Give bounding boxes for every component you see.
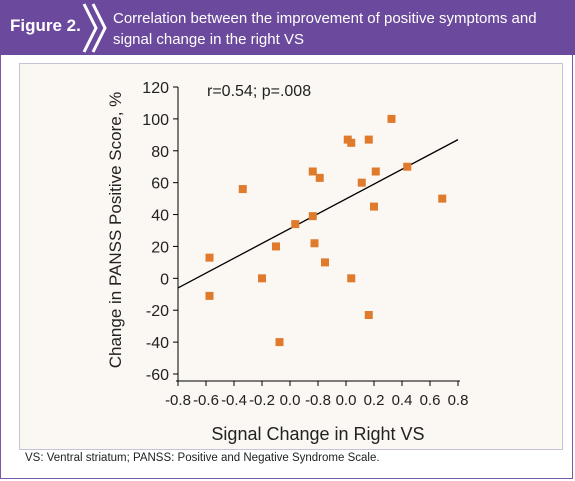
x-tick-label: 0.8 [448, 392, 469, 409]
data-point [347, 138, 356, 147]
chart-panel: -60 -40 -20 0 20 40 60 80 100 120 -0.8 -0.6 -0.4 -0.2… [19, 63, 563, 450]
data-point [364, 311, 373, 320]
data-point [387, 114, 396, 123]
data-point [308, 167, 317, 176]
data-point [347, 274, 356, 283]
footnote: VS: Ventral striatum; PANSS: Positive an… [25, 452, 380, 464]
data-point [403, 162, 412, 171]
data-point [205, 253, 214, 262]
y-tick-label: 100 [142, 112, 169, 129]
data-point [321, 258, 329, 267]
data-point [370, 202, 378, 211]
x-tick-label: -0.4 [221, 392, 247, 409]
y-tick-label: -60 [146, 367, 169, 384]
x-tick-label: 0.4 [392, 392, 413, 409]
correlation-annotation: r=0.54; p=.008 [207, 83, 311, 100]
data-point [291, 220, 300, 229]
y-tick-label: -40 [146, 335, 169, 352]
data-point [364, 135, 373, 144]
data-point [315, 173, 324, 182]
y-tick-label: 40 [151, 208, 169, 225]
figure-label: Figure 2. [10, 16, 81, 35]
data-point [371, 167, 380, 176]
data-point [310, 239, 319, 248]
y-axis-label: Change in PANSS Positive Score, % [106, 92, 125, 369]
data-point [272, 242, 280, 251]
x-tick-label: -0.8 [165, 392, 191, 409]
x-tick-label: 0.0 [336, 392, 357, 409]
data-point [238, 185, 247, 194]
figure-title: Correlation between the improvement of p… [113, 10, 537, 48]
y-tick-label: 60 [151, 176, 169, 193]
x-tick-label: -0.8 [305, 392, 331, 409]
x-tick-label: 0.6 [420, 392, 441, 409]
data-point [438, 194, 447, 203]
figure-header: Figure 2. Correlation between the improv… [0, 0, 575, 55]
chevron-right-icon [82, 3, 107, 53]
y-tick-label: 0 [160, 271, 169, 288]
x-axis-label: Signal Change in Right VS [211, 424, 424, 444]
x-tick-label: 0.0 [280, 392, 301, 409]
x-tick-label: -0.2 [249, 392, 275, 409]
data-point [308, 212, 317, 221]
x-tick-label: -0.6 [193, 392, 219, 409]
regression-line [177, 139, 459, 289]
data-point [357, 178, 366, 187]
data-point [258, 274, 266, 283]
y-tick-label: 20 [151, 239, 169, 256]
data-point [275, 338, 284, 347]
x-tick-label: 0.2 [364, 392, 385, 409]
data-point [205, 291, 214, 300]
y-tick-label: 120 [142, 80, 169, 97]
y-tick-label: 80 [151, 144, 169, 161]
y-tick-label: -20 [146, 303, 169, 320]
